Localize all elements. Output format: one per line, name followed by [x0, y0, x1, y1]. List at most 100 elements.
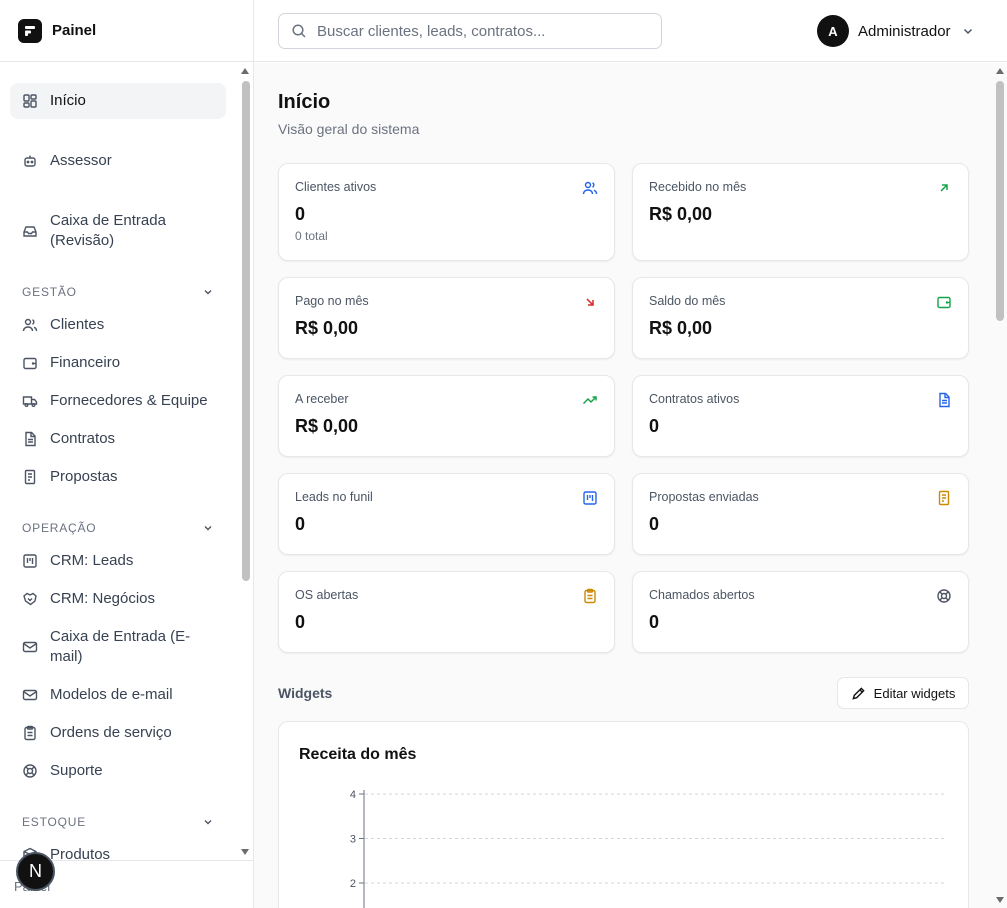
section-title: ESTOQUE: [22, 815, 87, 829]
card-value: R$ 0,00: [649, 204, 713, 224]
search-icon: [292, 24, 306, 38]
y-tick-label: 4: [350, 789, 356, 801]
sidebar-item-modelos-email[interactable]: Modelos de e-mail: [10, 685, 226, 705]
file-text-icon: [939, 392, 950, 408]
page-subtitle: Visão geral do sistema: [278, 121, 420, 137]
card-propostas-enviadas[interactable]: Propostas enviadas 0: [632, 473, 969, 555]
chart-canvas: 4 3 2: [350, 789, 944, 908]
sidebar-item-caixa-revisao[interactable]: Caixa de Entrada (Revisão): [10, 211, 226, 251]
sidebar-nav: Início Assessor Caixa de Entrada (Revisã…: [0, 63, 238, 860]
card-pago-mes[interactable]: Pago no mês R$ 0,00: [278, 277, 615, 359]
brand-logo-icon: [18, 18, 42, 43]
card-value: 0: [295, 612, 306, 632]
section-title: OPERAÇÃO: [22, 521, 97, 535]
n-badge-button[interactable]: N: [16, 852, 55, 891]
chevron-down-icon: [204, 820, 212, 825]
life-buoy-icon: [23, 764, 37, 778]
card-value: 0: [295, 204, 306, 224]
main-scroll-down-arrow-icon[interactable]: [996, 897, 1004, 903]
sidebar-item-inicio[interactable]: Início: [10, 83, 226, 119]
y-tick-label: 2: [350, 878, 356, 890]
mail-icon: [22, 641, 38, 653]
card-label: Chamados abertos: [649, 588, 755, 602]
main-scroll-up-arrow-icon[interactable]: [996, 68, 1004, 74]
card-value: R$ 0,00: [295, 318, 359, 338]
sidebar-item-clientes[interactable]: Clientes: [10, 315, 226, 335]
card-leads-funil[interactable]: Leads no funil 0: [278, 473, 615, 555]
avatar: A: [817, 15, 849, 47]
card-contratos-ativos[interactable]: Contratos ativos 0: [632, 375, 969, 457]
sidebar-item-label: Produtos: [50, 846, 111, 860]
card-recebido-mes[interactable]: Recebido no mês R$ 0,00: [632, 163, 969, 261]
card-label: A receber: [295, 392, 349, 406]
card-subtext: 0 total: [295, 229, 328, 243]
sidebar-item-suporte[interactable]: Suporte: [10, 761, 226, 781]
card-value: R$ 0,00: [649, 318, 713, 338]
sidebar-item-crm-negocios[interactable]: CRM: Negócios: [10, 589, 226, 609]
life-buoy-icon: [937, 589, 951, 603]
card-value: 0: [649, 612, 660, 632]
card-value: R$ 0,00: [295, 416, 359, 436]
receipt-icon: [938, 490, 950, 506]
brand-name: Painel: [52, 22, 97, 39]
sidebar-item-label: Assessor: [50, 152, 112, 169]
sidebar-item-crm-leads[interactable]: CRM: Leads: [10, 551, 226, 571]
section-estoque[interactable]: ESTOQUE: [22, 815, 214, 829]
page-title: Início: [278, 91, 331, 113]
clipboard-icon: [24, 725, 36, 741]
sidebar-item-label: Ordens de serviço: [50, 724, 172, 741]
users-icon: [582, 181, 598, 195]
pencil-icon: [851, 686, 865, 700]
card-a-receber[interactable]: A receber R$ 0,00: [278, 375, 615, 457]
sidebar-item-label: Contratos: [50, 430, 116, 447]
card-label: Saldo do mês: [649, 294, 726, 308]
top-header: A Administrador: [254, 0, 1007, 62]
card-label: Clientes ativos: [295, 180, 377, 194]
sidebar-item-assessor[interactable]: Assessor: [10, 151, 226, 171]
wallet-icon: [937, 296, 951, 309]
truck-icon: [22, 396, 38, 407]
card-label: Contratos ativos: [649, 392, 740, 406]
sidebar-item-label: Propostas: [50, 468, 118, 485]
trending-up-icon: [582, 396, 597, 405]
scroll-up-arrow-icon[interactable]: [241, 68, 249, 74]
card-value: 0: [649, 514, 660, 534]
sidebar-item-ordens-servico[interactable]: Ordens de serviço: [10, 723, 226, 743]
sidebar-scroll-thumb[interactable]: [242, 81, 250, 581]
card-clientes-ativos[interactable]: Clientes ativos 0 0 total: [278, 163, 615, 261]
sidebar-item-label: Modelos de e-mail: [50, 686, 173, 703]
sidebar-item-contratos[interactable]: Contratos: [10, 429, 226, 449]
main-scroll-thumb[interactable]: [996, 81, 1004, 321]
sidebar-item-caixa-email[interactable]: Caixa de Entrada (E-mail): [10, 627, 226, 667]
widgets-title: Widgets: [278, 685, 333, 701]
sidebar-item-propostas[interactable]: Propostas: [10, 467, 226, 487]
arrow-up-right-icon: [940, 184, 948, 192]
sidebar-item-label: Caixa de Entrada (Revisão): [50, 212, 166, 249]
card-label: Leads no funil: [295, 490, 373, 504]
section-operacao[interactable]: OPERAÇÃO: [22, 521, 214, 535]
search-input[interactable]: [317, 22, 647, 40]
section-gestao[interactable]: GESTÃO: [22, 285, 214, 299]
inbox-icon: [23, 226, 37, 237]
sidebar-item-financeiro[interactable]: Financeiro: [10, 353, 226, 373]
chevron-down-icon: [204, 290, 212, 295]
sidebar-item-label: Início: [50, 92, 86, 109]
user-menu[interactable]: A Administrador: [817, 15, 975, 47]
scroll-down-arrow-icon[interactable]: [241, 849, 249, 855]
sidebar-item-label: Suporte: [50, 762, 103, 779]
bot-icon: [24, 155, 36, 167]
card-saldo-mes[interactable]: Saldo do mês R$ 0,00: [632, 277, 969, 359]
main-content: Início Visão geral do sistema Clientes a…: [254, 63, 1007, 908]
search-box[interactable]: [278, 13, 662, 49]
card-value: 0: [295, 514, 306, 534]
sidebar-item-label: CRM: Negócios: [50, 590, 156, 607]
card-chamados-abertos[interactable]: Chamados abertos 0: [632, 571, 969, 653]
file-text-icon: [25, 431, 36, 447]
kanban-icon: [23, 554, 37, 568]
sidebar-item-fornecedores[interactable]: Fornecedores & Equipe: [10, 391, 226, 411]
card-os-abertas[interactable]: OS abertas 0: [278, 571, 615, 653]
chart-receita-mes: Receita do mês 4 3 2: [278, 721, 969, 908]
brand[interactable]: Painel: [0, 0, 253, 62]
chevron-down-icon: [963, 28, 972, 35]
edit-widgets-button[interactable]: Editar widgets: [837, 677, 969, 709]
